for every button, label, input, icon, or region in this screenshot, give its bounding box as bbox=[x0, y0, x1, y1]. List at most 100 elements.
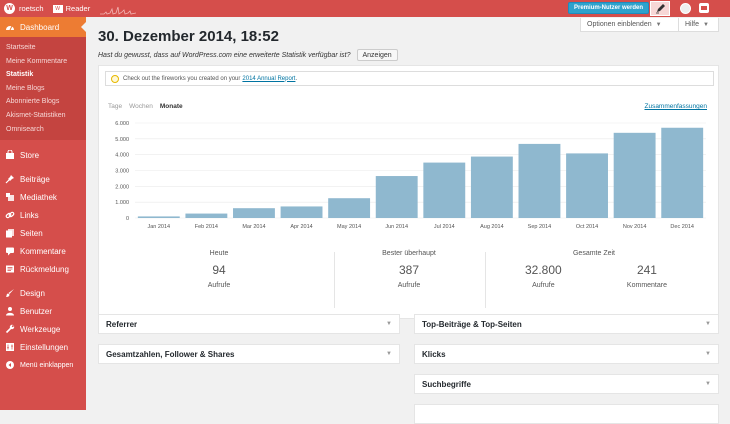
menu-rueckmeldung-label: Rückmeldung bbox=[20, 264, 69, 274]
menu-kommentare[interactable]: Kommentare bbox=[0, 242, 86, 260]
notifications-icon[interactable] bbox=[699, 3, 709, 13]
stats-notice: Hast du gewusst, dass auf WordPress.com … bbox=[98, 49, 398, 61]
fireworks-end: . bbox=[295, 75, 298, 82]
today-label: Heute bbox=[209, 250, 229, 257]
toggle-arrow-icon[interactable]: ▼ bbox=[386, 321, 392, 327]
submenu-statistik[interactable]: Statistik bbox=[6, 71, 34, 79]
bar-apr-2014[interactable] bbox=[280, 206, 323, 218]
menu-werkzeuge-label: Werkzeuge bbox=[20, 324, 61, 334]
media-icon bbox=[5, 192, 15, 202]
x-tick-label: Jun 2014 bbox=[385, 224, 408, 230]
annual-report-notice: Check out the fireworks you created on y… bbox=[105, 71, 714, 86]
write-post-button[interactable] bbox=[650, 1, 670, 16]
x-tick-label: Apr 2014 bbox=[290, 224, 312, 230]
x-tick-label: Feb 2014 bbox=[195, 224, 218, 230]
user-avatar[interactable] bbox=[680, 3, 691, 14]
bar-oct-2014[interactable] bbox=[566, 153, 608, 218]
menu-links-label: Links bbox=[20, 210, 39, 220]
toggle-arrow-icon[interactable]: ▼ bbox=[705, 321, 711, 327]
y-tick-label: 5.000 bbox=[115, 137, 129, 143]
pencil-icon bbox=[655, 4, 665, 14]
menu-benutzer[interactable]: Benutzer bbox=[0, 302, 86, 320]
menu-links[interactable]: Links bbox=[0, 206, 86, 224]
bar-jan-2014[interactable] bbox=[137, 216, 180, 218]
menu-mediathek-label: Mediathek bbox=[20, 192, 57, 202]
show-button[interactable]: Anzeigen bbox=[356, 49, 398, 61]
tab-tage[interactable]: Tage bbox=[108, 103, 123, 110]
postbox-referrer[interactable]: Referrer ▼ bbox=[98, 314, 400, 334]
x-tick-label: Oct 2014 bbox=[576, 224, 598, 230]
stats-panel: Check out the fireworks you created on y… bbox=[98, 65, 719, 319]
screen-options-button[interactable]: Optionen einblenden ▼ bbox=[580, 18, 679, 32]
bar-feb-2014[interactable] bbox=[185, 213, 228, 218]
menu-kommentare-label: Kommentare bbox=[20, 246, 66, 256]
menu-mediathek[interactable]: Mediathek bbox=[0, 188, 86, 206]
menu-einstellungen[interactable]: Einstellungen bbox=[0, 338, 86, 356]
y-tick-label: 6.000 bbox=[115, 121, 129, 127]
y-tick-label: 1.000 bbox=[115, 200, 129, 206]
settings-icon bbox=[5, 342, 15, 352]
menu-rueckmeldung[interactable]: Rückmeldung bbox=[0, 260, 86, 278]
reader-label[interactable]: Reader bbox=[65, 4, 91, 13]
menu-beitraege[interactable]: Beiträge bbox=[0, 170, 86, 188]
summary-today: Heute 94 Aufrufe bbox=[129, 250, 309, 310]
tab-wochen[interactable]: Wochen bbox=[129, 103, 153, 110]
bar-jun-2014[interactable] bbox=[375, 176, 418, 218]
submenu-omnisearch[interactable]: Omnisearch bbox=[6, 125, 44, 133]
summary-total: Gesamte Zeit 32.800 Aufrufe 241 Kommenta… bbox=[499, 250, 689, 310]
views-bar-chart: 0 1.000 2.000 3.000 4.000 5.000 6.000 Jan 2014 F… bbox=[115, 121, 706, 230]
postbox-clicks[interactable]: Klicks ▼ bbox=[414, 344, 719, 364]
bar-dec-2014[interactable] bbox=[661, 127, 704, 218]
clicks-title: Klicks bbox=[422, 349, 446, 359]
bar-sep-2014[interactable] bbox=[518, 143, 561, 218]
total-label: Gesamte Zeit bbox=[572, 250, 615, 257]
postbox-totals[interactable]: Gesamtzahlen, Follower & Shares ▼ bbox=[98, 344, 400, 364]
premium-upgrade-button[interactable]: Premium-Nutzer werden bbox=[568, 2, 650, 14]
admin-bar: W roetsch W Reader Premium-Nutzer werden bbox=[0, 0, 730, 17]
menu-dashboard[interactable]: Dashboard bbox=[0, 17, 86, 37]
site-menu[interactable]: W roetsch W Reader bbox=[4, 3, 90, 14]
bar-jul-2014[interactable] bbox=[423, 162, 466, 218]
bar-nov-2014[interactable] bbox=[613, 132, 656, 218]
best-unit: Aufrufe bbox=[397, 282, 421, 289]
pin-icon bbox=[5, 174, 15, 184]
menu-design[interactable]: Design bbox=[0, 284, 86, 302]
summary-best: Bester überhaupt 387 Aufrufe bbox=[319, 250, 499, 310]
menu-store[interactable]: Store bbox=[0, 146, 86, 164]
menu-collapse[interactable]: Menü einklappen bbox=[0, 356, 86, 374]
bar-aug-2014[interactable] bbox=[470, 156, 513, 218]
lightbulb-icon bbox=[111, 74, 119, 83]
submenu-meine-blogs[interactable]: Meine Blogs bbox=[6, 84, 45, 92]
collapse-icon bbox=[5, 360, 15, 370]
bar-mar-2014[interactable] bbox=[233, 208, 275, 218]
total-views-value: 32.800 bbox=[525, 263, 562, 277]
submenu-startseite[interactable]: Startseite bbox=[6, 44, 36, 51]
main-content: Optionen einblenden ▼ Hilfe ▼ 30. Dezemb… bbox=[86, 17, 730, 424]
toggle-arrow-icon[interactable]: ▼ bbox=[705, 381, 711, 387]
x-tick-label: Jan 2014 bbox=[147, 224, 170, 230]
menu-werkzeuge[interactable]: Werkzeuge bbox=[0, 320, 86, 338]
store-icon bbox=[5, 150, 15, 160]
postbox-search-terms[interactable]: Suchbegriffe ▼ bbox=[414, 374, 719, 394]
menu-seiten-label: Seiten bbox=[20, 228, 43, 238]
toggle-arrow-icon[interactable]: ▼ bbox=[705, 351, 711, 357]
total-views-unit: Aufrufe bbox=[532, 282, 555, 289]
bar-may-2014[interactable] bbox=[328, 198, 371, 218]
x-tick-label: Jul 2014 bbox=[434, 224, 455, 230]
stats-sparkline-icon[interactable] bbox=[100, 3, 137, 15]
search-terms-title: Suchbegriffe bbox=[422, 379, 471, 389]
summaries-link[interactable]: Zusammenfassungen bbox=[644, 103, 707, 110]
best-value: 387 bbox=[398, 263, 420, 277]
submenu-meine-kommentare[interactable]: Meine Kommentare bbox=[6, 57, 68, 65]
x-tick-label: Nov 2014 bbox=[623, 224, 647, 230]
submenu-akismet-statistiken[interactable]: Akismet-Statistiken bbox=[6, 111, 66, 119]
tab-monate[interactable]: Monate bbox=[159, 103, 183, 110]
toggle-arrow-icon[interactable]: ▼ bbox=[386, 351, 392, 357]
help-button[interactable]: Hilfe ▼ bbox=[678, 18, 719, 32]
submenu-abonnierte-blogs[interactable]: Abonnierte Blogs bbox=[6, 98, 60, 106]
menu-seiten[interactable]: Seiten bbox=[0, 224, 86, 242]
postbox-top-posts[interactable]: Top-Beiträge & Top-Seiten ▼ bbox=[414, 314, 719, 334]
feedback-icon bbox=[5, 264, 15, 274]
annual-report-link[interactable]: 2014 Annual Report bbox=[242, 75, 296, 82]
reader-icon: W bbox=[52, 4, 63, 13]
